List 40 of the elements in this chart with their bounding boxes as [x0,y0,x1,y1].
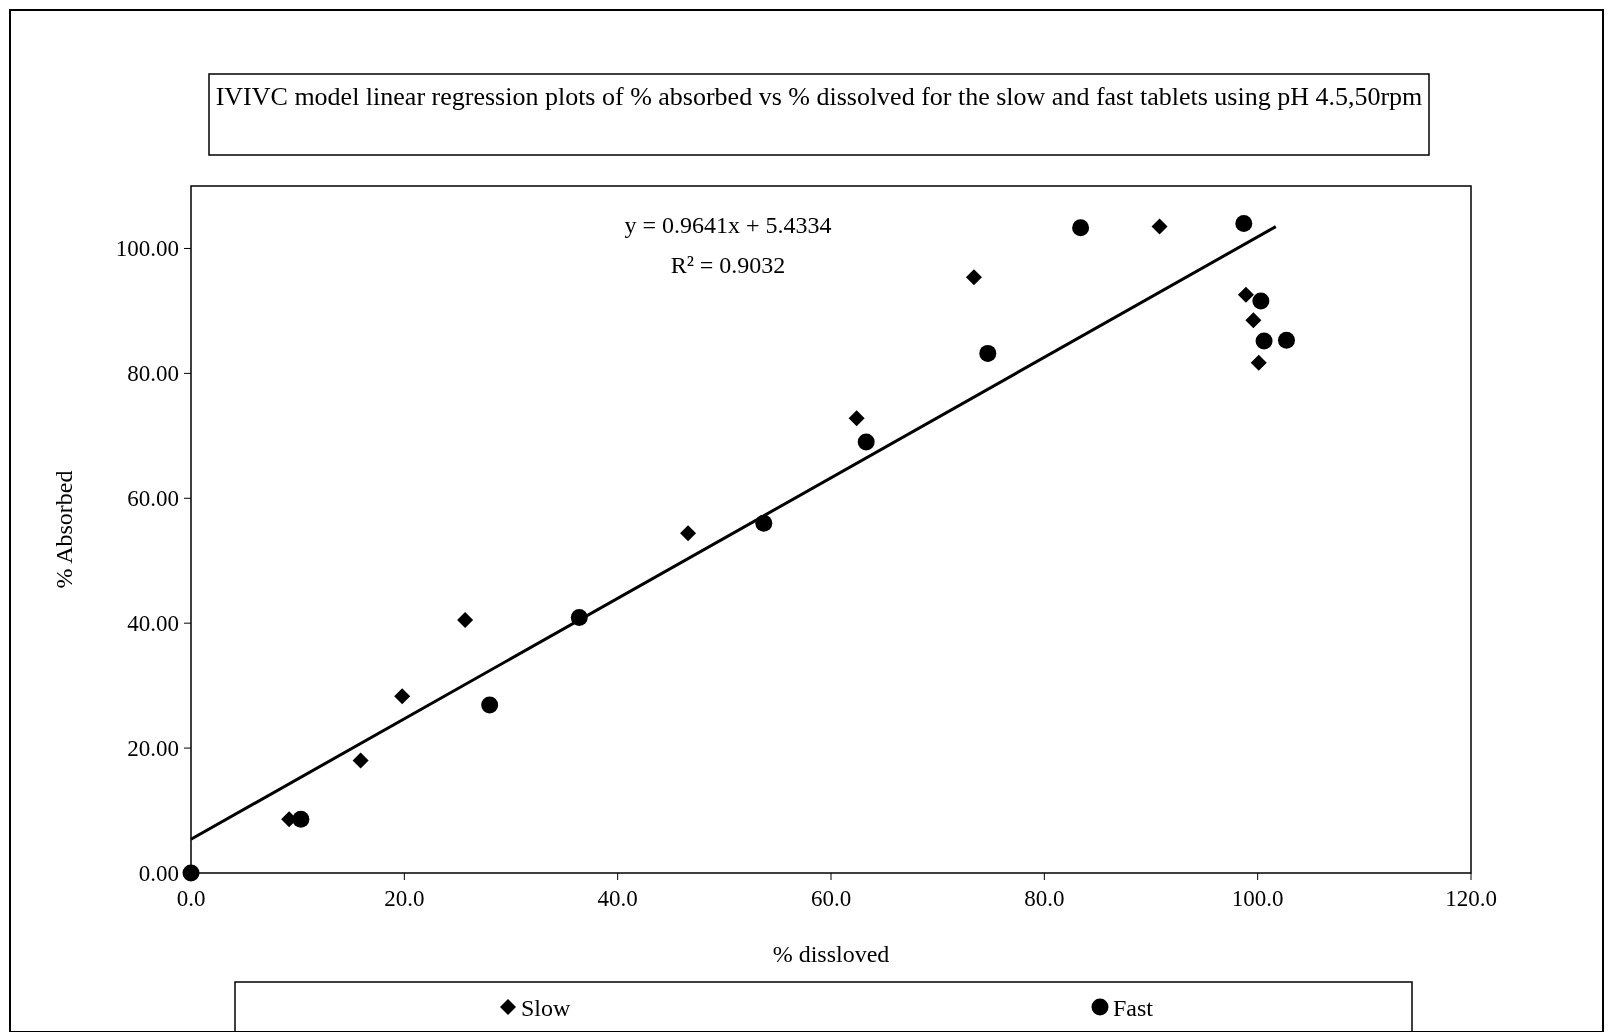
point [1235,214,1253,232]
x-tick-label: 0.0 [176,886,206,911]
y-tick-label: 60.00 [127,486,179,512]
point [292,810,310,828]
point [857,433,875,451]
point [680,525,697,542]
point [457,612,474,629]
point [1151,218,1168,235]
legend-label: Fast [1113,995,1154,1021]
point [1255,332,1273,350]
annotation: R² = 0.9032 [670,252,786,278]
y-tick-label: 80.00 [127,361,179,387]
chart-title: IVIVC model linear regression plots of % absorbed vs % dissolved for the slow and fast tablets using pH 4.5,50rpm [214,81,1424,113]
point [394,688,411,705]
y-tick-label: 0.00 [138,861,179,886]
point [1252,292,1270,310]
point [979,344,997,362]
y-tick-label: 100.00 [115,236,179,262]
point [182,864,200,882]
y-axis-title: % Absorbed [51,470,77,589]
x-tick-label: 120.0 [1445,886,1497,911]
x-tick-label: 60.0 [810,886,852,911]
point [481,696,499,714]
point [1245,312,1262,329]
y-tick-label: 20.00 [127,736,179,762]
point [1277,331,1295,349]
point [1072,219,1090,237]
y-tick-label: 40.00 [127,611,179,637]
point [848,410,865,427]
x-tick-label: 20.0 [384,886,425,911]
x-tick-label: 80.0 [1024,886,1065,911]
point [1237,286,1254,303]
x-tick-label: 100.0 [1231,886,1284,911]
point [1250,354,1267,371]
point [965,269,982,286]
x-axis-title: % dissloved [772,941,890,967]
x-tick-label: 40.0 [597,886,638,911]
annotation: y = 0.9641x + 5.4334 [624,212,832,238]
point [352,752,369,769]
legend-label: Slow [521,995,572,1021]
